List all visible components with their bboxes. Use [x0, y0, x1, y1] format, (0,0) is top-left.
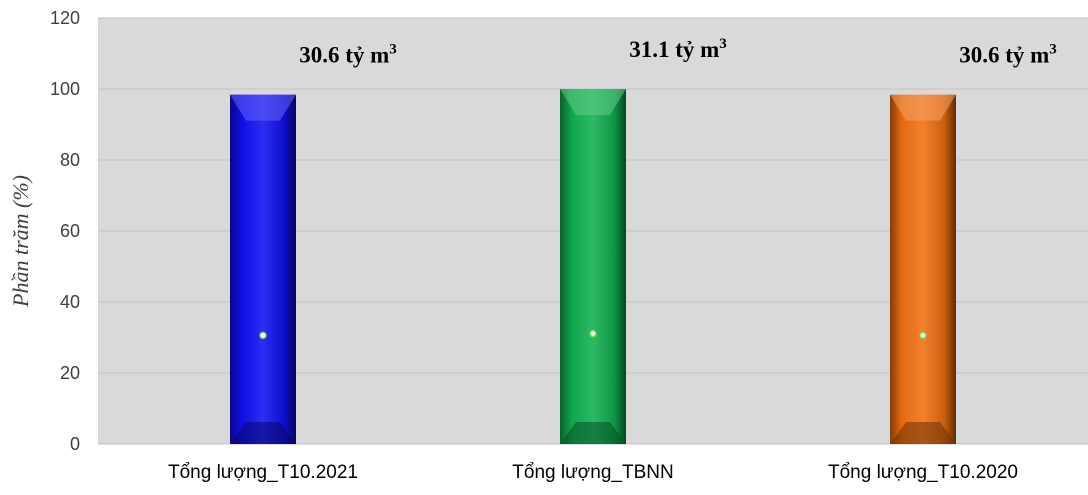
data-label-superscript: 3	[389, 42, 397, 58]
bar-bevel-bottom	[230, 422, 296, 444]
point-markers	[259, 329, 927, 340]
y-tick-label: 20	[60, 363, 80, 383]
data-label-superscript: 3	[1049, 42, 1057, 58]
x-category-label: Tổng lượng_T10.2021	[168, 462, 358, 483]
data-labels: 30.6 tỷ m3 31.1 tỷ m3 30.6 tỷ m3	[299, 36, 1057, 68]
y-tick-label: 0	[70, 434, 80, 454]
bar	[890, 94, 956, 445]
data-label: 30.6 tỷ m3	[959, 42, 1057, 68]
bar	[560, 89, 626, 444]
data-label-value: 30.6 tỷ m	[959, 43, 1049, 68]
y-axis-title: Phần trăm (%)	[8, 175, 33, 308]
data-label-value: 30.6 tỷ m	[299, 43, 389, 68]
y-tick-label: 40	[60, 292, 80, 312]
y-tick-label: 60	[60, 221, 80, 241]
x-category-label: Tổng lượng_TBNN	[512, 462, 673, 483]
bars	[230, 89, 956, 445]
bar-bevel-top	[890, 94, 956, 121]
point-marker	[589, 329, 597, 338]
y-tick-label: 100	[50, 79, 80, 99]
data-label-value: 31.1 tỷ m	[629, 37, 719, 62]
bar-bevel-top	[560, 89, 626, 115]
bar-bevel-bottom	[890, 422, 956, 444]
bar	[230, 94, 296, 445]
bar-bevel-top	[230, 94, 296, 121]
y-axis-tick-labels: 0 20 40 60 80 100 120	[50, 8, 80, 454]
bar-bevel-bottom	[560, 422, 626, 444]
point-marker	[919, 331, 927, 340]
x-category-label: Tổng lượng_T10.2020	[828, 462, 1018, 483]
y-tick-label: 80	[60, 150, 80, 170]
point-marker	[259, 331, 267, 340]
data-label: 31.1 tỷ m3	[629, 36, 727, 62]
data-label-superscript: 3	[719, 36, 727, 52]
y-tick-label: 120	[50, 8, 80, 28]
data-label: 30.6 tỷ m3	[299, 42, 397, 68]
x-axis-category-labels: Tổng lượng_T10.2021 Tổng lượng_TBNN Tổng l…	[168, 462, 1018, 483]
